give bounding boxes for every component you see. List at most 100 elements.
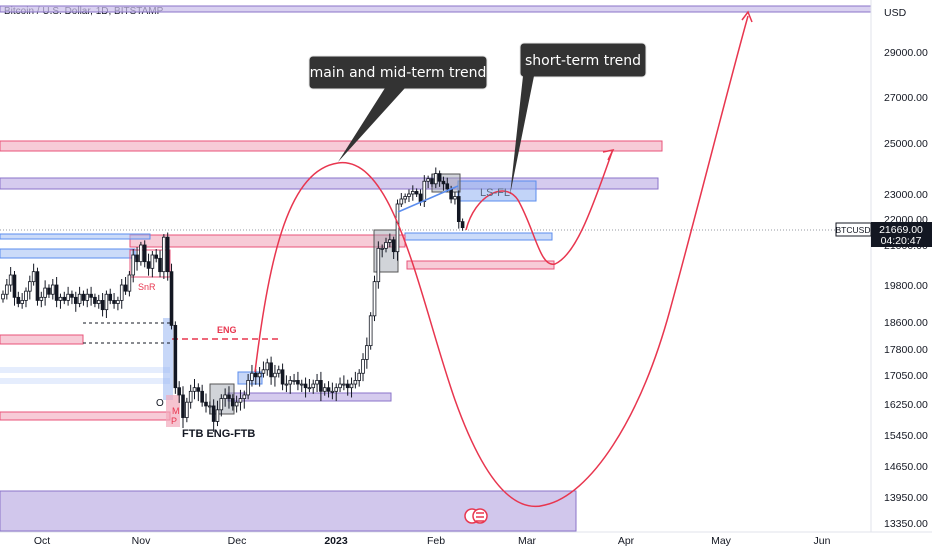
candle-down [12, 274, 17, 298]
candle-up [380, 247, 384, 250]
candle-up [411, 191, 415, 195]
candle-down [169, 271, 174, 326]
candle-up [31, 271, 36, 283]
candle-up [215, 409, 220, 422]
candle-down [135, 254, 139, 263]
candle-down [200, 390, 204, 403]
candle-up [399, 198, 404, 205]
upper-pink-zone [0, 140, 663, 152]
price-tick-label: 23000.00 [884, 189, 928, 201]
candle-up [422, 180, 427, 202]
candle-down [158, 257, 162, 273]
candle-up [342, 383, 346, 386]
candle-down [460, 221, 465, 229]
candle-up [365, 345, 369, 360]
main-trend-callout-text: main and mid-term trend [310, 65, 487, 81]
price-tick-label: 16250.00 [884, 399, 928, 411]
candle-down [456, 196, 461, 223]
candle-up [250, 372, 254, 381]
candle-up [330, 390, 335, 393]
price-tick-label: 19800.00 [884, 280, 928, 292]
candle-up [376, 247, 381, 283]
candle-up [315, 380, 319, 385]
price-tick-label: 14650.00 [884, 461, 928, 473]
candle-up [284, 383, 289, 386]
candle-down [165, 236, 170, 273]
candle-up [242, 394, 247, 399]
last-price-badge: 21669.00 04:20:47 [871, 222, 932, 247]
candle-down [123, 284, 128, 292]
candle-down [35, 271, 40, 301]
candle-up [299, 383, 304, 386]
short-trend-curve [465, 151, 613, 265]
candle-up [8, 274, 13, 286]
candle-up [361, 358, 365, 374]
candle-down [173, 324, 178, 389]
time-tick-label: Jun [814, 535, 831, 547]
price-tick-label: 18600.00 [884, 317, 928, 329]
price-tick-label: 25000.00 [884, 138, 928, 150]
candle-down [89, 293, 93, 298]
candle-up [426, 178, 430, 182]
ftb-label: FTB ENG-FTB [182, 428, 255, 440]
candle-up [58, 296, 63, 301]
candle-up [349, 383, 354, 389]
time-tick-label: Mar [518, 535, 537, 547]
price-axis[interactable]: USD 29000.0027000.0025000.0023000.002200… [870, 0, 928, 532]
price-tick-label: 29000.00 [884, 47, 928, 59]
candle-up [131, 254, 136, 276]
price-tick-label: 17050.00 [884, 370, 928, 382]
candle-up [288, 380, 293, 385]
candle-down [326, 387, 331, 392]
candle-up [353, 380, 358, 385]
candle-down [93, 296, 97, 304]
us-flag-icon[interactable] [464, 508, 488, 524]
nov-pink-box [166, 395, 180, 427]
candle-up [261, 369, 266, 374]
candle-down [204, 401, 208, 407]
main-trend-callout[interactable]: main and mid-term trend [308, 55, 488, 162]
candle-down [177, 387, 181, 396]
candle-up [116, 300, 120, 304]
time-tick-labels: Oct Nov Dec 2023 Feb Mar Apr May Jun [34, 535, 831, 547]
price-tick-label: 13950.00 [884, 492, 928, 504]
trendline-1 [397, 185, 459, 213]
top-purple-zone [0, 5, 872, 13]
snr-label: SnR [138, 282, 156, 292]
candles-layer [1, 167, 465, 432]
candle-down [70, 293, 74, 298]
time-axis[interactable]: Oct Nov Dec 2023 Feb Mar Apr May Jun [0, 531, 932, 547]
candle-up [28, 281, 32, 292]
candle-up [104, 293, 109, 311]
candle-down [73, 296, 78, 304]
price-tick-labels: 29000.0027000.0025000.0023000.0022000.00… [884, 47, 928, 530]
short-trend-callout[interactable]: short-term trend [510, 42, 647, 195]
candle-up [334, 387, 339, 392]
candle-up [265, 362, 270, 371]
eng-label: ENG [217, 325, 237, 335]
candle-down [418, 193, 423, 202]
time-tick-label: May [711, 535, 732, 547]
candle-up [1, 293, 5, 300]
nov-blue-box [163, 318, 173, 400]
time-tick-label: Oct [34, 535, 50, 547]
candle-up [307, 387, 312, 390]
forecast-curves [254, 10, 753, 508]
countdown-text: 04:20:47 [881, 235, 922, 247]
candle-down [296, 380, 300, 385]
candle-down [196, 387, 201, 392]
price-tick-label: 17800.00 [884, 344, 928, 356]
candle-up [246, 380, 250, 396]
candle-up [257, 372, 262, 378]
time-tick-label: Nov [132, 535, 151, 547]
candle-up [322, 387, 327, 392]
o-label: O [156, 398, 164, 409]
candle-down [100, 300, 105, 311]
candle-up [292, 380, 296, 382]
candle-down [112, 300, 116, 304]
candle-up [407, 193, 411, 197]
candle-down [146, 261, 151, 269]
candle-up [192, 387, 197, 392]
candle-down [303, 383, 308, 389]
